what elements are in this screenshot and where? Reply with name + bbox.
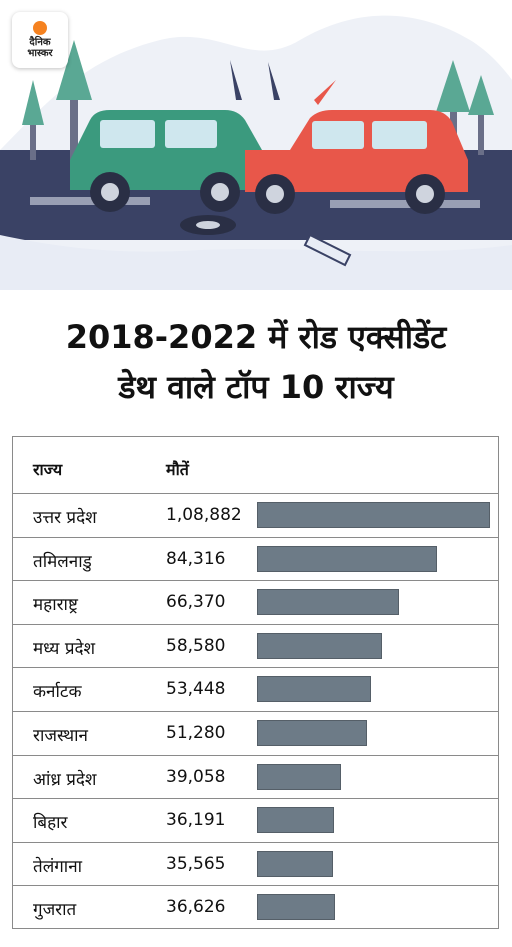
death-count: 84,316 — [166, 548, 226, 569]
deaths-bar — [257, 894, 336, 921]
title-line-2: डेथ वाले टॉप 10 राज्य — [118, 368, 394, 406]
logo-text-line1: दैनिक — [29, 37, 51, 48]
death-count: 58,580 — [166, 635, 226, 656]
deaths-table: राज्य मौतें उत्तर प्रदेश 1,08,882 तमिलनाडु… — [12, 436, 499, 929]
column-header-state: राज्य — [33, 460, 63, 479]
death-count: 53,448 — [166, 679, 226, 700]
title-line-1: 2018-2022 में रोड एक्सीडेंट — [65, 318, 447, 356]
death-count: 39,058 — [166, 766, 226, 787]
table-row: राजस्थान 51,280 — [13, 712, 498, 756]
state-name: महाराष्ट्र — [33, 595, 78, 616]
state-name: मध्य प्रदेश — [33, 638, 96, 659]
deaths-bar — [257, 763, 341, 790]
table-row: तमिलनाडु 84,316 — [13, 538, 498, 582]
table-row: महाराष्ट्र 66,370 — [13, 581, 498, 625]
death-count: 36,191 — [166, 810, 226, 831]
state-name: बिहार — [33, 813, 68, 834]
table-row: कर्नाटक 53,448 — [13, 668, 498, 712]
state-name: तेलंगाना — [33, 856, 83, 877]
death-count: 51,280 — [166, 723, 226, 743]
sun-icon — [33, 21, 47, 35]
state-name: राजस्थान — [33, 726, 88, 746]
deaths-bar — [257, 807, 335, 834]
accident-illustration: दैनिक भास्कर — [0, 0, 512, 290]
column-header-deaths: मौतें — [166, 460, 189, 479]
deaths-bar — [257, 720, 367, 746]
table-row: बिहार 36,191 — [13, 799, 498, 843]
dainik-bhaskar-logo: दैनिक भास्कर — [12, 12, 68, 68]
table-row: मध्य प्रदेश 58,580 — [13, 625, 498, 669]
state-name: तमिलनाडु — [33, 551, 92, 572]
death-count: 36,626 — [166, 897, 226, 918]
deaths-bar — [257, 850, 334, 877]
table-row: उत्तर प्रदेश 1,08,882 — [13, 494, 498, 538]
deaths-bar — [257, 502, 490, 528]
death-count: 66,370 — [166, 592, 226, 613]
state-name: उत्तर प्रदेश — [33, 508, 97, 528]
deaths-bar — [257, 676, 372, 703]
car-crash-illustration — [0, 0, 512, 290]
state-name: गुजरात — [33, 900, 77, 921]
deaths-bar — [257, 632, 383, 659]
table-header: राज्य मौतें — [13, 437, 498, 494]
deaths-bar — [257, 589, 400, 616]
state-name: आंध्र प्रदेश — [33, 769, 97, 790]
deaths-bar — [257, 545, 438, 572]
table-row: गुजरात 36,626 — [13, 886, 498, 930]
death-count: 1,08,882 — [166, 505, 242, 525]
table-row: तेलंगाना 35,565 — [13, 843, 498, 887]
state-name: कर्नाटक — [33, 682, 82, 703]
logo-text-line2: भास्कर — [27, 48, 53, 59]
chart-title: 2018-2022 में रोड एक्सीडेंट डेथ वाले टॉप… — [0, 312, 512, 412]
death-count: 35,565 — [166, 853, 226, 874]
table-row: आंध्र प्रदेश 39,058 — [13, 756, 498, 800]
